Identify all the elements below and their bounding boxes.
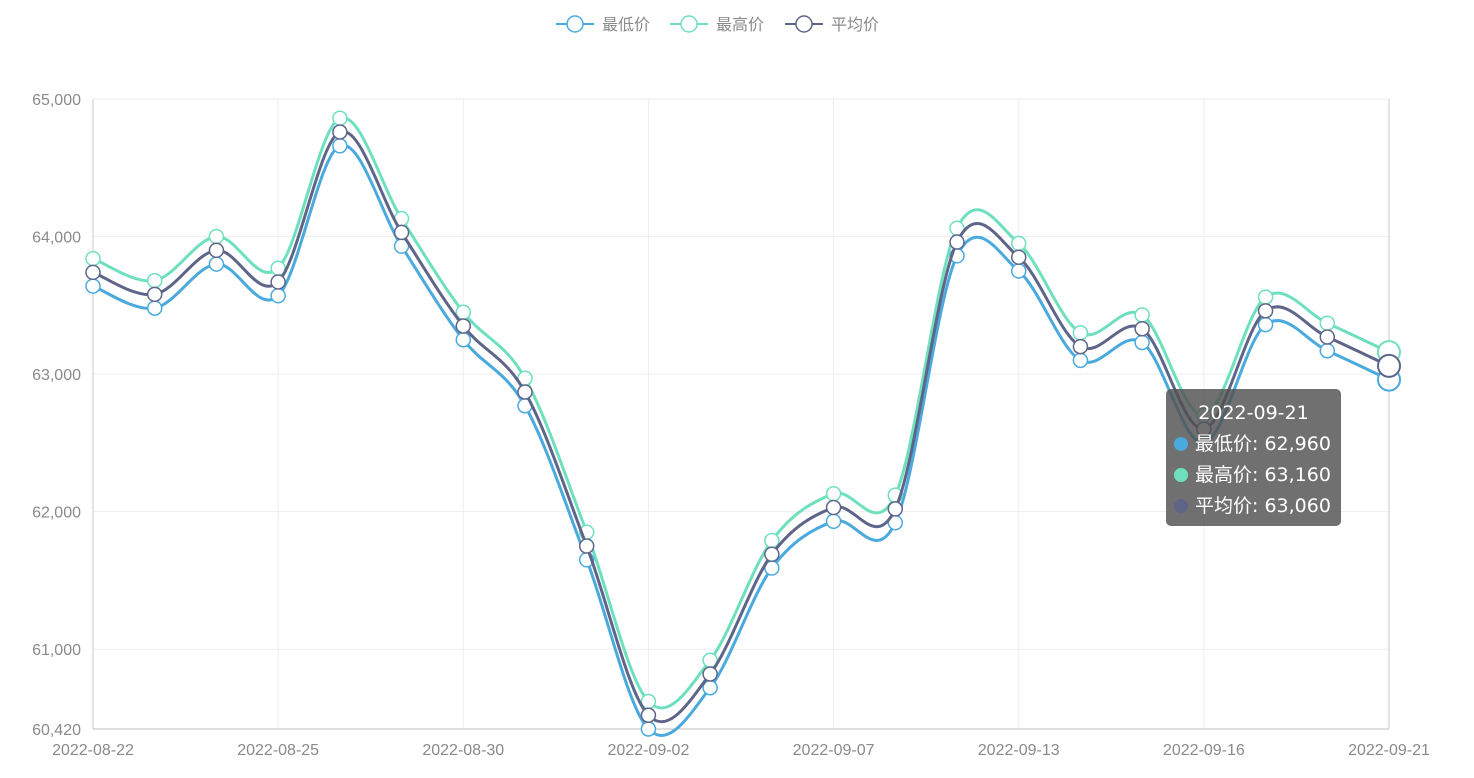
data-point: [1134, 334, 1150, 351]
x-tick-label: 2022-09-16: [1163, 742, 1245, 759]
data-point: [1134, 307, 1150, 323]
y-tick-label: 65,000: [32, 92, 81, 109]
axes: 60,420 61,000 62,000 63,000 64,000 65,000 2022…: [32, 92, 1430, 759]
x-tick-label: 2022-09-02: [608, 742, 690, 759]
data-point: [455, 318, 472, 334]
data-point: [270, 274, 286, 290]
data-point: [825, 486, 842, 502]
data-point: [455, 331, 472, 348]
data-point: [1010, 235, 1027, 252]
series-line-avg: [92, 130, 1390, 724]
data-point: [702, 666, 718, 682]
data-point: [332, 124, 348, 140]
data-point: [1257, 316, 1274, 333]
data-point: [517, 384, 533, 400]
legend-item-avg[interactable]: 平均价: [785, 15, 879, 34]
series-avg: [85, 124, 1401, 724]
data-point: [764, 532, 780, 549]
legend-marker-icon: [566, 15, 584, 33]
data-point: [1072, 352, 1089, 369]
tooltip: 2022-09-21 最低价: 62,960 最高价: 63,160 平均价: …: [1166, 389, 1341, 526]
data-point: [1319, 342, 1336, 359]
data-point: [146, 286, 163, 303]
y-tick-label: 62,000: [32, 505, 81, 522]
legend-label: 最高价: [716, 15, 764, 34]
tooltip-dot-low: [1174, 437, 1188, 451]
tooltip-label-high: 最高价: 63,160: [1195, 464, 1331, 486]
data-point: [85, 278, 101, 294]
data-point: [825, 513, 842, 530]
data-point: [85, 264, 101, 281]
data-point: [1377, 353, 1401, 378]
legend[interactable]: 最低价 最高价 平均价: [556, 15, 879, 34]
data-point: [146, 272, 163, 289]
series-line-high: [92, 116, 1390, 710]
tooltip-row-avg: 平均价: 63,060: [1174, 491, 1341, 522]
data-point: [1010, 263, 1027, 279]
data-point: [208, 242, 225, 259]
data-point: [332, 110, 348, 127]
tooltip-row-low: 最低价: 62,960: [1174, 429, 1341, 460]
x-tick-label: 2022-09-13: [978, 742, 1060, 759]
legend-item-high[interactable]: 最高价: [670, 15, 764, 34]
data-point: [1257, 303, 1274, 319]
data-point: [270, 287, 286, 304]
legend-marker-icon: [680, 15, 698, 33]
tooltip-row-high: 最高价: 63,160: [1174, 460, 1341, 491]
data-point: [208, 228, 225, 245]
x-tick-label: 2022-08-30: [422, 742, 504, 759]
tooltip-dot-high: [1174, 468, 1188, 482]
data-point: [825, 499, 842, 516]
data-point: [332, 138, 348, 154]
data-point: [1134, 320, 1150, 337]
data-point: [1072, 338, 1089, 355]
y-tick-label: 63,000: [32, 367, 81, 384]
tooltip-date: 2022-09-21: [1198, 402, 1309, 424]
data-point: [640, 721, 657, 737]
data-point: [208, 256, 225, 272]
data-point: [1010, 249, 1027, 265]
y-tick-label: 60,420: [32, 722, 81, 739]
data-point: [640, 707, 657, 723]
series-line-low: [92, 143, 1390, 737]
tooltip-label-low: 最低价: 62,960: [1195, 433, 1331, 455]
series: [85, 110, 1401, 737]
data-point: [1072, 325, 1089, 341]
x-tick-label: 2022-08-25: [237, 742, 319, 759]
data-point: [1319, 315, 1336, 331]
legend-item-low[interactable]: 最低价: [556, 15, 650, 34]
data-point: [85, 250, 101, 267]
tooltip-dot-avg: [1174, 499, 1188, 513]
x-tick-label: 2022-08-22: [52, 742, 134, 759]
data-point: [1257, 289, 1274, 305]
data-point: [949, 234, 965, 250]
y-tick-label: 61,000: [32, 642, 81, 659]
data-point: [146, 300, 163, 316]
legend-marker-icon: [795, 15, 813, 33]
legend-label: 平均价: [831, 15, 879, 34]
data-point: [1319, 329, 1336, 345]
x-tick-label: 2022-09-07: [793, 742, 875, 759]
data-point: [393, 224, 410, 241]
data-point: [764, 546, 780, 563]
legend-label: 最低价: [602, 15, 650, 34]
data-point: [887, 501, 904, 517]
x-tick-label: 2022-09-21: [1348, 742, 1430, 759]
data-point: [578, 538, 595, 554]
y-tick-label: 64,000: [32, 230, 81, 247]
tooltip-label-avg: 平均价: 63,060: [1195, 495, 1331, 517]
